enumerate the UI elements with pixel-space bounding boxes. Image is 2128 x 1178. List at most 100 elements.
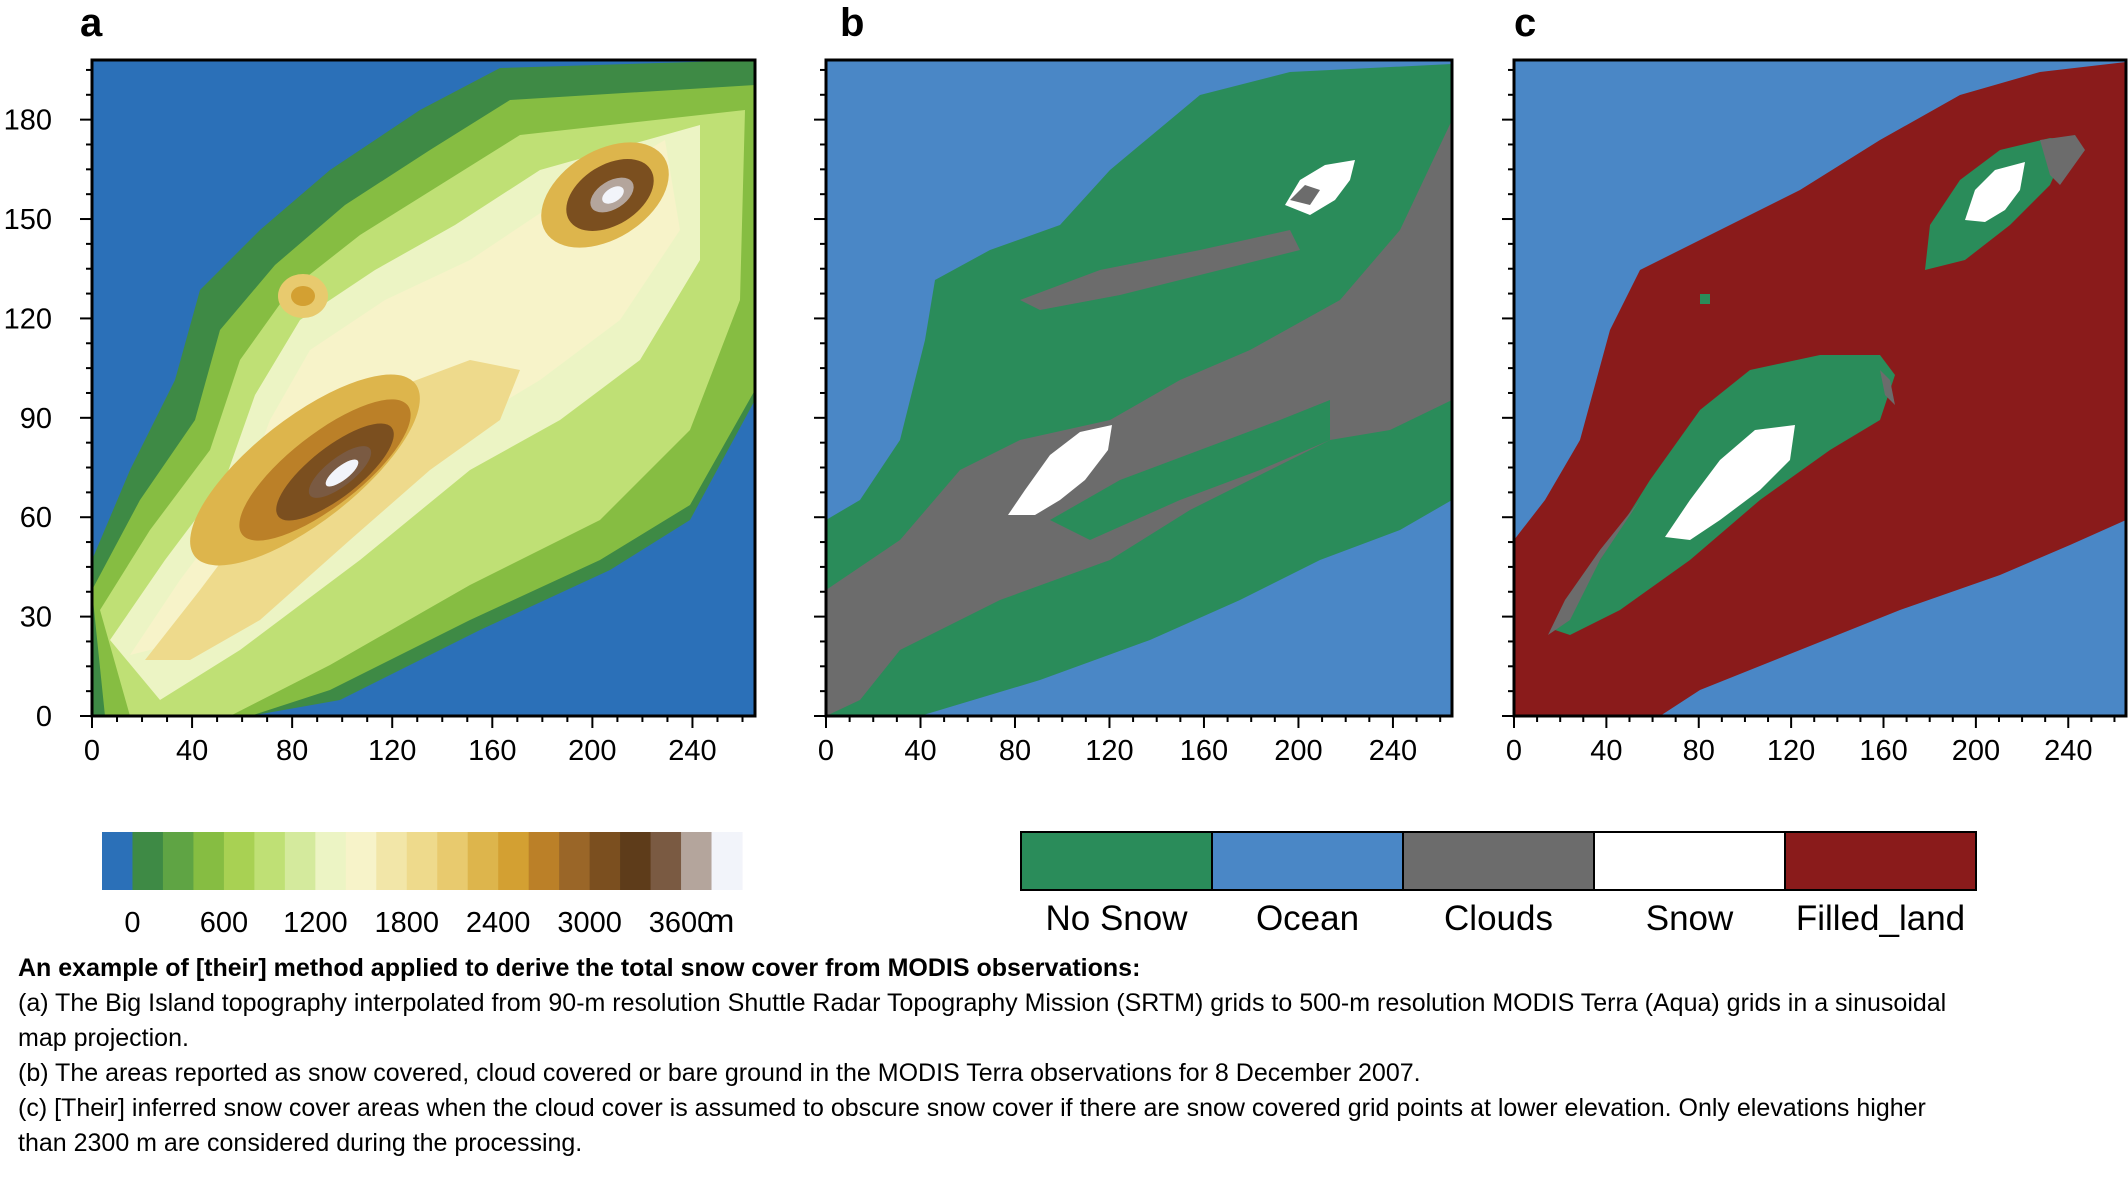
x-tick-label: 80 xyxy=(276,735,308,767)
colorbar-swatch xyxy=(467,832,499,890)
colorbar-swatch xyxy=(681,832,713,890)
caption-line: map projection. xyxy=(18,1024,189,1052)
x-tick-label: 200 xyxy=(1274,735,1322,767)
x-tick-label: 160 xyxy=(1859,735,1907,767)
legend-label: Ocean xyxy=(1256,899,1359,938)
colorbar-swatch xyxy=(345,832,377,890)
colorbar-swatch xyxy=(254,832,286,890)
colorbar-label: 600 xyxy=(200,907,248,939)
cloud-area xyxy=(1020,230,1300,310)
panel-c-inferred-snow-cover: 0 40 80 120 160 200 240 xyxy=(1502,58,2128,767)
no-snow-area xyxy=(1050,400,1330,540)
legend-label: Filled_land xyxy=(1796,899,1965,938)
x-tick-label: 200 xyxy=(1952,735,2000,767)
legend-swatch xyxy=(1402,831,1595,891)
cloud-area xyxy=(1548,500,1640,635)
x-tick-label: 40 xyxy=(1590,735,1622,767)
colorbar-swatch xyxy=(650,832,682,890)
y-tick-label: 0 xyxy=(36,701,52,733)
x-tick-label: 160 xyxy=(1180,735,1228,767)
panel-a-topography-map: 0 40 80 120 160 200 240 0 30 60 90 120 150 180 xyxy=(4,58,757,767)
colorbar-swatch xyxy=(223,832,255,890)
plot-frame xyxy=(1512,58,2128,718)
colorbar-swatch xyxy=(559,832,591,890)
x-tick-label: 0 xyxy=(1506,735,1522,767)
y-tick-label: 180 xyxy=(4,105,52,137)
legend-label: No Snow xyxy=(1045,899,1188,938)
y-tick-label: 90 xyxy=(20,403,52,435)
colorbar-swatch xyxy=(620,832,652,890)
colorbar-swatch xyxy=(498,832,530,890)
x-tick-label: 40 xyxy=(176,735,208,767)
category-legend: No Snow Ocean Clouds Snow Filled_land xyxy=(1020,831,1977,938)
snow-area xyxy=(1008,425,1112,515)
caption-line: (c) [Their] inferred snow cover areas wh… xyxy=(18,1094,1926,1122)
x-tick-label: 160 xyxy=(468,735,516,767)
legend-label: Clouds xyxy=(1444,899,1553,938)
colorbar-label: 1800 xyxy=(375,907,440,939)
caption-line: (a) The Big Island topography interpolat… xyxy=(18,989,1947,1017)
colorbar-swatch xyxy=(437,832,469,890)
colorbar-swatch xyxy=(406,832,438,890)
colorbar-swatch xyxy=(376,832,408,890)
legend-swatch xyxy=(1784,831,1977,891)
colorbar-swatch xyxy=(711,832,743,890)
colorbar-swatch xyxy=(162,832,195,890)
x-tick-label: 120 xyxy=(1767,735,1815,767)
colorbar-unit: m xyxy=(707,902,735,939)
legend-label: Snow xyxy=(1646,899,1734,938)
x-tick-label: 120 xyxy=(1085,735,1133,767)
snow-area xyxy=(1665,425,1795,540)
cloud-area xyxy=(1290,185,1320,205)
x-tick-label: 80 xyxy=(1683,735,1715,767)
colorbar-label: 0 xyxy=(124,907,140,939)
cloud-area xyxy=(2040,135,2085,185)
x-tick-label: 240 xyxy=(668,735,716,767)
colorbar-swatch xyxy=(132,832,164,890)
plot-frame xyxy=(824,58,1454,718)
colorbar-label: 3000 xyxy=(557,907,622,939)
x-tick-label: 200 xyxy=(568,735,616,767)
colorbar-swatch xyxy=(193,832,225,890)
x-tick-label: 240 xyxy=(2044,735,2092,767)
caption-title: An example of [their] method applied to … xyxy=(18,954,1141,982)
colorbar-swatch xyxy=(284,832,316,890)
cloud-area xyxy=(1880,370,1895,405)
y-tick-label: 150 xyxy=(4,204,52,236)
caption-line: than 2300 m are considered during the pr… xyxy=(18,1129,583,1157)
y-tick-label: 120 xyxy=(4,303,52,335)
colorbar-swatch xyxy=(102,832,134,890)
x-tick-label: 120 xyxy=(368,735,416,767)
caption-line: (b) The areas reported as snow covered, … xyxy=(18,1059,1421,1087)
y-tick-label: 60 xyxy=(20,502,52,534)
x-tick-label: 80 xyxy=(999,735,1031,767)
figure-caption: An example of [their] method applied to … xyxy=(18,951,2108,1161)
legend-swatch xyxy=(1593,831,1786,891)
plot-frame xyxy=(90,58,757,718)
colorbar-swatch xyxy=(315,832,347,890)
elevation-band xyxy=(291,286,315,306)
legend-swatch xyxy=(1211,831,1404,891)
x-tick-label: 0 xyxy=(84,735,100,767)
panel-letter-b: b xyxy=(840,1,864,45)
panel-letter-c: c xyxy=(1514,1,1536,45)
y-tick-label: 30 xyxy=(20,602,52,634)
colorbar-label: 2400 xyxy=(466,907,531,939)
colorbar-swatch xyxy=(528,832,560,890)
x-tick-label: 0 xyxy=(818,735,834,767)
cloud-area xyxy=(826,120,1452,716)
summit xyxy=(325,459,359,487)
x-tick-label: 240 xyxy=(1369,735,1417,767)
panel-letter-a: a xyxy=(80,1,103,45)
summit xyxy=(602,186,624,204)
snow-area xyxy=(1965,162,2025,222)
panel-b-modis-observations: 0 40 80 120 160 200 240 xyxy=(814,58,1454,767)
legend-swatch xyxy=(1020,831,1213,891)
colorbar-label: 3600 xyxy=(649,907,714,939)
colorbar-label: 1200 xyxy=(283,907,348,939)
no-snow-area xyxy=(1700,294,1710,304)
colorbar-swatch xyxy=(589,832,621,890)
x-tick-label: 40 xyxy=(904,735,936,767)
